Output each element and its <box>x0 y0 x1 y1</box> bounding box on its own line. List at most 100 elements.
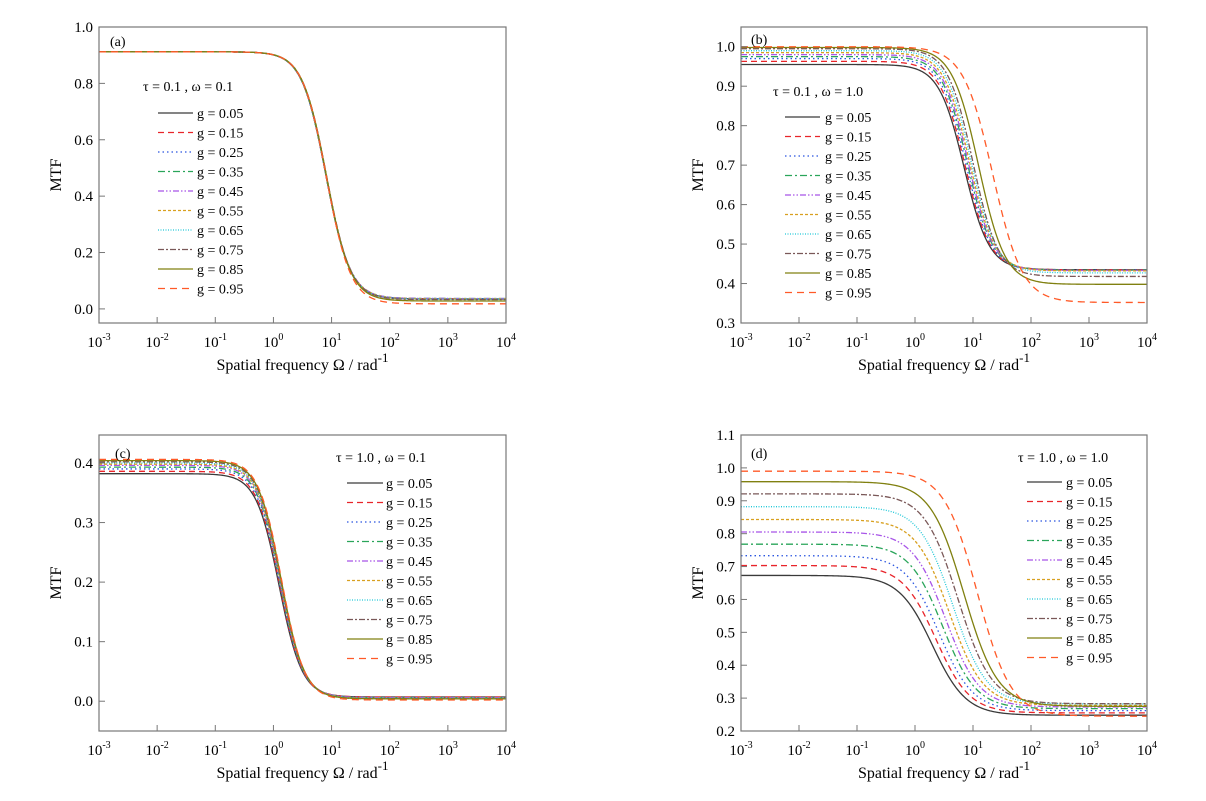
x-tick-label: 103 <box>438 332 458 351</box>
y-axis-label: MTF <box>48 158 65 191</box>
series-line <box>741 53 1147 272</box>
series-line <box>741 50 1147 274</box>
x-tick-label: 10-3 <box>87 740 110 759</box>
y-tick-label: 0.0 <box>74 302 93 318</box>
series-line <box>741 506 1147 705</box>
y-tick-label: 0.6 <box>716 198 735 214</box>
plot-frame <box>98 26 507 324</box>
y-tick-label: 0.7 <box>716 158 735 174</box>
legend-label: g = 0.95 <box>197 283 243 298</box>
y-tick-label: 0.5 <box>716 237 735 253</box>
y-tick-label: 0.2 <box>74 246 93 262</box>
x-tick-label: 104 <box>1137 332 1157 351</box>
x-tick-label: 101 <box>322 740 342 759</box>
series-line <box>741 52 1147 272</box>
series-line <box>741 46 1147 285</box>
y-tick-label: 0.8 <box>716 527 735 543</box>
legend-label: g = 0.55 <box>386 575 432 590</box>
y-tick-label: 0.9 <box>716 79 735 95</box>
x-tick-label: 10-3 <box>729 332 752 351</box>
legend-label: g = 0.05 <box>386 477 432 492</box>
legend-label: g = 0.85 <box>386 633 432 648</box>
legend-label: g = 0.05 <box>1066 476 1112 491</box>
x-tick-label: 10-2 <box>145 332 168 351</box>
x-tick-label: 101 <box>963 740 983 759</box>
legend-label: g = 0.65 <box>386 594 432 609</box>
legend-label: g = 0.65 <box>825 228 871 243</box>
series-line <box>741 564 1147 714</box>
x-tick-label: 102 <box>1021 332 1041 351</box>
x-tick-label: 104 <box>496 740 516 759</box>
parameter-label: τ = 0.1 , ω = 1.0 <box>773 85 863 100</box>
y-tick-label: 1.0 <box>74 20 93 36</box>
parameter-label: τ = 1.0 , ω = 1.0 <box>1018 451 1108 466</box>
plot-frame <box>740 434 1148 732</box>
y-axis-label: MTF <box>48 566 65 599</box>
legend-label: g = 0.45 <box>197 185 243 200</box>
series-line <box>99 462 506 699</box>
y-tick-label: 0.2 <box>716 724 735 740</box>
legend-label: g = 0.55 <box>825 209 871 224</box>
legend-label: g = 0.25 <box>386 516 432 531</box>
panel-label: (c) <box>115 447 131 462</box>
series-line <box>741 46 1147 304</box>
legend-label: g = 0.65 <box>1066 593 1112 608</box>
y-tick-label: 1.0 <box>716 40 735 56</box>
legend-label: g = 0.75 <box>197 244 243 259</box>
legend-label: g = 0.65 <box>197 224 243 239</box>
series-line <box>741 57 1147 271</box>
series-line <box>99 470 506 698</box>
series-line <box>741 493 1147 705</box>
x-tick-label: 102 <box>380 740 400 759</box>
parameter-label: τ = 0.1 , ω = 0.1 <box>143 80 233 95</box>
panel-label: (d) <box>751 447 768 462</box>
chart-panel-c: 10-3 10-2 10-1 100 101 102 103 104 0.0 0.1 0.2 0.3 0… <box>48 434 516 782</box>
x-tick-label: 104 <box>496 332 516 351</box>
x-tick-label: 10-2 <box>787 332 810 351</box>
legend-label: g = 0.55 <box>1066 574 1112 589</box>
x-tick-label: 10-2 <box>787 740 810 759</box>
x-tick-label: 103 <box>1079 740 1099 759</box>
y-tick-label: 0.6 <box>716 592 735 608</box>
y-tick-label: 0.3 <box>716 691 735 707</box>
panel-label: (b) <box>751 33 768 48</box>
x-tick-label: 103 <box>438 740 458 759</box>
y-tick-label: 0.9 <box>716 494 735 510</box>
legend-label: g = 0.05 <box>197 107 243 122</box>
legend: g = 0.05 g = 0.15 g = 0.25 g = 0.35 g = 0.45… <box>785 111 871 302</box>
series-line <box>741 574 1147 716</box>
legend-label: g = 0.25 <box>1066 515 1112 530</box>
legend: g = 0.05 g = 0.15 g = 0.25 g = 0.35 g = 0.45… <box>1027 476 1112 667</box>
x-axis-label: Spatial frequency Ω / rad-1 <box>858 350 1030 374</box>
x-tick-label: 100 <box>905 740 925 759</box>
legend-label: g = 0.85 <box>825 267 871 282</box>
legend-label: g = 0.75 <box>386 614 432 629</box>
x-tick-label: 102 <box>1021 740 1041 759</box>
legend-label: g = 0.95 <box>825 287 871 302</box>
panel-label: (a) <box>110 35 126 50</box>
y-tick-label: 0.7 <box>716 560 735 576</box>
series-line <box>741 555 1147 712</box>
legend-label: g = 0.75 <box>825 248 871 263</box>
legend-label: g = 0.15 <box>825 131 871 146</box>
series-line <box>99 459 506 700</box>
x-axis-label: Spatial frequency Ω / rad-1 <box>216 758 388 782</box>
series-line <box>741 543 1147 710</box>
series-line <box>741 48 1147 278</box>
x-tick-label: 10-3 <box>729 740 752 759</box>
legend-label: g = 0.05 <box>825 111 871 126</box>
x-tick-label: 100 <box>905 332 925 351</box>
y-tick-label: 0.8 <box>74 76 93 92</box>
x-tick-label: 10-1 <box>204 332 227 351</box>
legend: g = 0.05 g = 0.15 g = 0.25 g = 0.35 g = 0.45… <box>347 477 432 668</box>
x-tick-label: 103 <box>1079 332 1099 351</box>
series-line <box>741 55 1147 271</box>
y-tick-label: 1.1 <box>716 428 735 444</box>
x-tick-label: 10-1 <box>845 740 868 759</box>
y-tick-label: 0.2 <box>74 575 93 591</box>
series-line <box>741 518 1147 706</box>
y-tick-label: 0.0 <box>74 694 93 710</box>
y-axis-label: MTF <box>690 566 707 599</box>
series-line <box>99 463 506 699</box>
